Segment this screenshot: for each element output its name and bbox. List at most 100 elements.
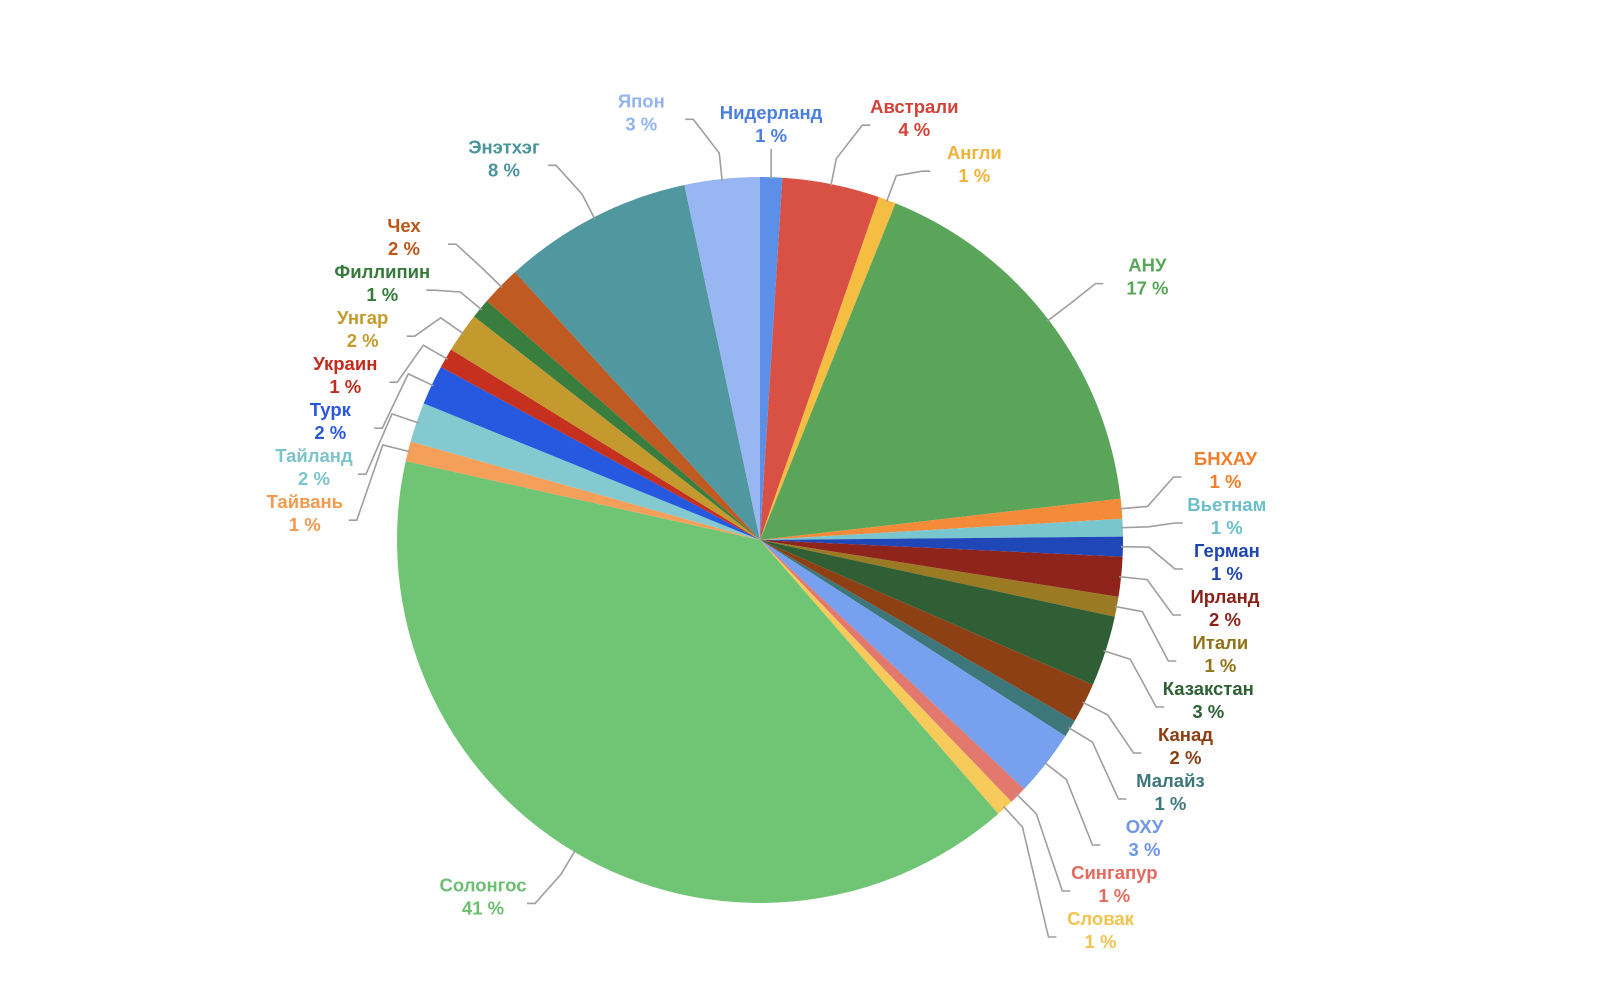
- leader-line-солонгос: [527, 849, 577, 905]
- leader-line-канад: [1082, 701, 1142, 754]
- slice-value-сингапур: 1 %: [1098, 885, 1130, 906]
- pie-slice-ирланд: [760, 540, 1123, 597]
- slice-name-англи: Англи: [947, 142, 1002, 163]
- leader-line-малайз: [1068, 726, 1127, 800]
- slice-name-энэтхэг: Энэтхэг: [468, 136, 540, 157]
- slice-name-австрали: Австрали: [870, 96, 958, 117]
- slice-value-унгар: 2 %: [347, 330, 379, 351]
- slice-name-малайз: Малайз: [1136, 770, 1205, 791]
- pie-slice-вьетнам: [760, 518, 1123, 540]
- leader-line-оху: [1043, 761, 1101, 846]
- pie-slice-ану: [760, 203, 1121, 540]
- slice-name-казакстан: Казакстан: [1163, 678, 1254, 699]
- pie-slice-украин: [440, 349, 760, 540]
- slice-name-япон: Япон: [618, 90, 665, 111]
- slice-value-вьетнам: 1 %: [1211, 517, 1243, 538]
- pie-slice-бнхау: [760, 498, 1123, 540]
- slice-value-чех: 2 %: [388, 238, 420, 259]
- leader-line-тайвань: [348, 443, 411, 521]
- pie-slice-тайвань: [405, 441, 760, 540]
- slice-value-турк: 2 %: [314, 422, 346, 443]
- slice-name-бнхау: БНХАУ: [1194, 448, 1258, 469]
- leader-line-вьетнам: [1120, 522, 1183, 529]
- pie-slice-оху: [760, 540, 1066, 790]
- slice-name-тайвань: Тайвань: [267, 491, 343, 512]
- slice-name-ирланд: Ирланд: [1190, 586, 1259, 607]
- pie-slices: [397, 177, 1123, 903]
- slice-name-словак: Словак: [1067, 908, 1135, 929]
- pie-slice-унгар: [450, 316, 760, 540]
- pie-slice-канад: [760, 540, 1093, 721]
- slice-name-герман: Герман: [1194, 540, 1260, 561]
- slice-value-канад: 2 %: [1170, 747, 1202, 768]
- leader-line-итали: [1114, 605, 1177, 662]
- pie-slice-нидерланд: [760, 177, 783, 540]
- pie-slice-турк: [423, 366, 760, 540]
- slice-value-ану: 17 %: [1126, 278, 1168, 299]
- slice-value-тайланд: 2 %: [298, 468, 330, 489]
- slice-value-англи: 1 %: [958, 165, 990, 186]
- slice-value-украин: 1 %: [329, 376, 361, 397]
- leader-line-ирланд: [1119, 575, 1181, 616]
- slice-value-энэтхэг: 8 %: [488, 159, 520, 180]
- leader-line-англи: [885, 170, 931, 203]
- slice-value-солонгос: 41 %: [462, 898, 504, 919]
- leader-line-ану: [1046, 282, 1104, 322]
- slice-value-тайвань: 1 %: [289, 514, 321, 535]
- slice-value-ирланд: 2 %: [1209, 609, 1241, 630]
- pie-slice-малайз: [760, 540, 1075, 737]
- leader-line-бнхау: [1119, 476, 1182, 510]
- slice-name-унгар: Унгар: [337, 307, 388, 328]
- slice-name-оху: ОХУ: [1126, 816, 1164, 837]
- leader-line-чех: [447, 243, 503, 289]
- pie-slice-итали: [760, 540, 1119, 617]
- leader-line-япон: [685, 118, 723, 182]
- leader-line-словак: [1003, 805, 1057, 938]
- pie-slice-англи: [760, 196, 896, 541]
- pie-slice-филлипин: [474, 300, 760, 540]
- leader-line-тайланд: [358, 412, 419, 475]
- slice-name-солонгос: Солонгос: [440, 875, 527, 896]
- slice-name-филлипин: Филлипин: [334, 261, 430, 282]
- slice-name-тайланд: Тайланд: [275, 445, 353, 466]
- slice-name-чех: Чех: [387, 215, 421, 236]
- pie-slice-словак: [760, 540, 1012, 814]
- slice-name-сингапур: Сингапур: [1071, 862, 1157, 883]
- pie-slice-япон: [684, 177, 760, 540]
- leader-line-унгар: [406, 316, 465, 337]
- leader-line-филлипин: [426, 289, 483, 311]
- slice-name-канад: Канад: [1158, 724, 1213, 745]
- slice-value-малайз: 1 %: [1154, 793, 1186, 814]
- pie-slice-чех: [486, 272, 760, 540]
- slice-value-нидерланд: 1 %: [755, 125, 787, 146]
- slice-name-ану: АНУ: [1128, 255, 1167, 276]
- leader-line-энэтхэг: [548, 164, 596, 220]
- pie-slice-сингапур: [760, 540, 1025, 802]
- slice-value-филлипин: 1 %: [366, 284, 398, 305]
- slice-value-оху: 3 %: [1129, 839, 1161, 860]
- leader-line-казакстан: [1103, 649, 1165, 708]
- leader-line-украин: [389, 344, 448, 383]
- slice-value-итали: 1 %: [1204, 655, 1236, 676]
- pie-slice-тайланд: [410, 403, 760, 540]
- slice-name-украин: Украин: [313, 353, 377, 374]
- slice-name-турк: Турк: [310, 399, 352, 420]
- slice-value-япон: 3 %: [625, 113, 657, 134]
- pie-slice-казакстан: [760, 540, 1115, 685]
- slice-name-нидерланд: Нидерланд: [720, 102, 823, 123]
- slice-value-словак: 1 %: [1085, 931, 1117, 952]
- leader-line-турк: [374, 372, 434, 429]
- pie-slice-австрали: [760, 177, 879, 540]
- leader-line-сингапур: [1015, 793, 1071, 892]
- slice-value-казакстан: 3 %: [1192, 701, 1224, 722]
- pie-slice-герман: [760, 536, 1123, 557]
- pie-slice-энэтхэг: [515, 184, 760, 540]
- leader-lines: [348, 118, 1183, 938]
- slice-value-австрали: 4 %: [898, 119, 930, 140]
- leader-line-австрали: [830, 124, 871, 187]
- slice-value-герман: 1 %: [1211, 563, 1243, 584]
- pie-slice-солонгос: [397, 461, 999, 903]
